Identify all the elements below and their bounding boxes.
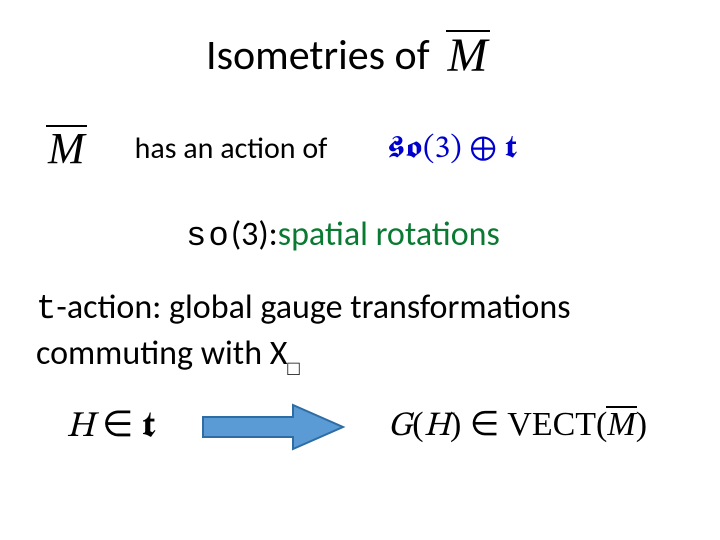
t-action-line1: t-action: global gauge transformations xyxy=(36,286,684,332)
paren-open: ( xyxy=(412,406,423,443)
t-action-rest1: -action: global gauge transformations xyxy=(56,287,570,328)
commuting-text: commuting with X xyxy=(36,333,287,374)
arrow-shape xyxy=(203,405,343,449)
action-row: M has an action of 𝖘𝖔(3) ⊕ 𝖙 xyxy=(36,123,684,174)
m-bar-icon: M xyxy=(607,406,635,444)
arrow-icon xyxy=(198,400,348,454)
h-symbol: H xyxy=(66,409,94,445)
m-bar-icon: M xyxy=(448,28,488,83)
vect-label: VECT xyxy=(507,406,596,443)
paren2-open: ( xyxy=(596,406,607,443)
overline-icon xyxy=(606,406,636,408)
so3-colon: (3): xyxy=(231,214,278,255)
overline-icon xyxy=(446,30,490,32)
h-arg-symbol: H xyxy=(424,410,450,444)
g-of-h-in-vect: G(H) ∈ VECT(M) xyxy=(388,404,647,449)
overline-icon xyxy=(46,125,87,127)
m-bar-icon: M xyxy=(48,123,85,174)
t-action-line2: commuting with X□ xyxy=(36,332,684,379)
x-subscript-icon: □ xyxy=(287,356,299,383)
paren2-close: ) xyxy=(636,406,647,443)
paren-close-in: ) ∈ xyxy=(450,406,507,443)
so3-row: so(3): spatial rotations xyxy=(186,214,684,256)
algebra-so3-plus-t: 𝖘𝖔(3) ⊕ 𝖙 xyxy=(387,129,519,169)
t-action-block: t-action: global gauge transformations c… xyxy=(36,286,684,380)
g-symbol: G xyxy=(388,410,412,444)
element-of-icon: ∈ xyxy=(94,404,141,444)
script-m-glyph: M xyxy=(448,29,488,82)
arrow-row: H∈𝖙 G(H) ∈ VECT(M) xyxy=(36,400,684,454)
has-action-text: has an action of xyxy=(135,130,328,167)
title-text: Isometries of xyxy=(206,30,430,81)
t-label: t xyxy=(36,291,56,329)
title-row: Isometries of M xyxy=(206,28,684,83)
script-m-glyph: M xyxy=(48,124,85,173)
spatial-rotations-label: spatial rotations xyxy=(278,214,500,255)
fraktur-t: 𝖙 xyxy=(141,409,157,445)
slide: Isometries of M M has an action of 𝖘𝖔(3)… xyxy=(0,0,720,540)
h-in-t: H∈𝖙 xyxy=(66,403,158,450)
script-m-glyph: M xyxy=(607,406,635,443)
so-label: so xyxy=(186,218,231,256)
